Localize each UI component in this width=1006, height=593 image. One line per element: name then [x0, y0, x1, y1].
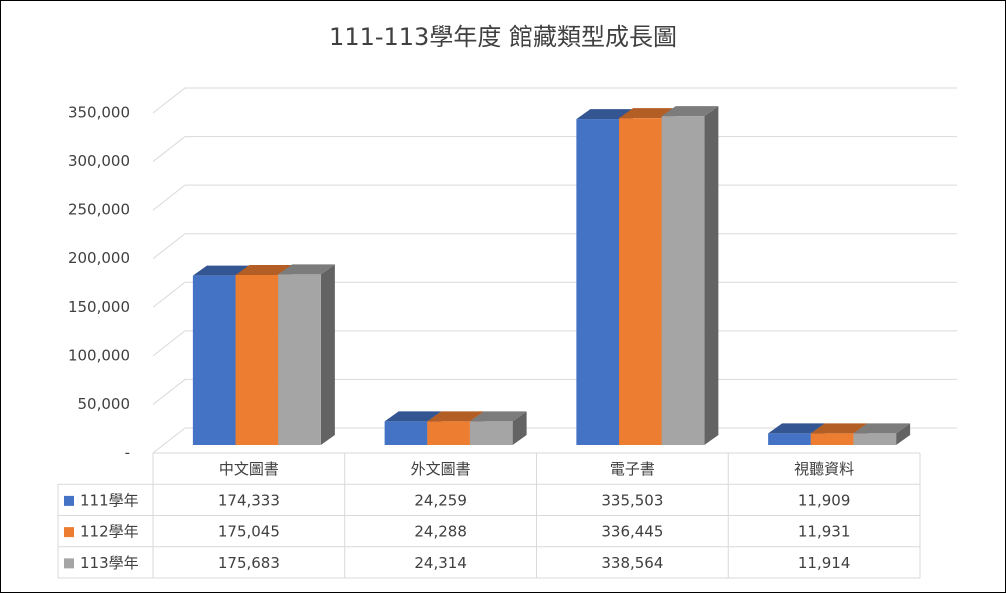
bar — [768, 433, 811, 445]
bar-top — [384, 411, 442, 422]
legend-label: 113學年 — [80, 554, 139, 572]
bar-top — [192, 265, 250, 276]
table-cell: 24,314 — [414, 554, 467, 572]
y-tick-label: - — [125, 444, 130, 462]
table-cell: 11,909 — [798, 491, 851, 509]
legend-swatch — [64, 558, 74, 569]
bar — [192, 275, 236, 445]
bar-top — [619, 108, 676, 119]
bar — [384, 421, 428, 445]
x-tick-label: 電子書 — [610, 460, 655, 478]
table-cell: 338,564 — [601, 554, 663, 572]
bar — [469, 421, 513, 445]
grid-line — [152, 87, 957, 114]
legend-label: 111學年 — [80, 491, 139, 509]
legend-swatch — [64, 527, 74, 538]
bar-side — [704, 106, 719, 446]
bar-top — [235, 264, 293, 275]
table-cell: 175,683 — [218, 554, 280, 572]
y-tick-label: 100,000 — [68, 346, 130, 364]
bar — [810, 433, 854, 445]
bar — [235, 274, 279, 445]
x-tick-label: 外文圖書 — [411, 460, 471, 478]
bar — [853, 433, 897, 445]
y-tick-label: 200,000 — [68, 249, 130, 267]
bar-top — [768, 423, 825, 434]
bar — [619, 118, 662, 445]
y-tick-label: 50,000 — [78, 395, 131, 413]
bar-top — [576, 109, 634, 120]
bar-top — [810, 423, 868, 434]
bar — [576, 119, 620, 446]
bar-top — [853, 423, 911, 434]
legend-label: 112學年 — [80, 523, 139, 541]
table-cell: 336,445 — [601, 523, 663, 541]
bar — [278, 274, 321, 445]
y-tick-label: 300,000 — [68, 152, 130, 170]
bar-top — [661, 106, 719, 117]
table-cell: 11,914 — [798, 554, 851, 572]
table-cell: 11,931 — [798, 523, 851, 541]
y-tick-label: 150,000 — [68, 298, 130, 316]
table-cell: 175,045 — [218, 523, 280, 541]
x-tick-label: 視聽資料 — [794, 460, 854, 478]
bar — [427, 421, 470, 445]
bar-top — [278, 264, 335, 275]
bar-side — [896, 423, 911, 445]
bar-top — [427, 411, 484, 422]
table-cell: 24,288 — [414, 523, 467, 541]
table-cell: 174,333 — [218, 491, 280, 509]
table-cell: 24,259 — [414, 491, 467, 509]
chart-title: 111-113學年度 館藏類型成長圖 — [329, 23, 677, 51]
bar-side — [512, 411, 527, 445]
table-cell: 335,503 — [601, 491, 663, 509]
legend-swatch — [64, 495, 74, 506]
x-tick-label: 中文圖書 — [219, 460, 279, 478]
bar-side — [320, 264, 335, 445]
y-tick-label: 250,000 — [68, 201, 130, 219]
bar-top — [469, 411, 527, 422]
bar — [661, 116, 705, 446]
y-tick-label: 350,000 — [68, 104, 130, 122]
